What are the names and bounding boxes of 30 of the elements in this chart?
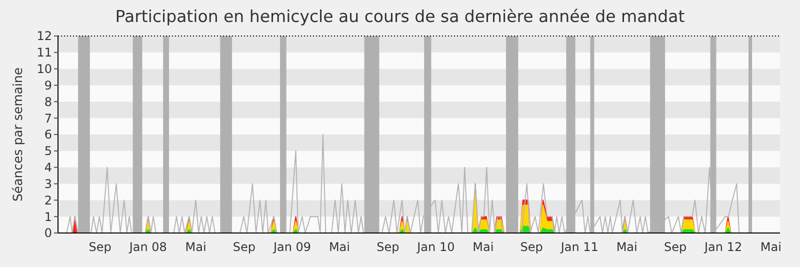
x-tick-label: Mai xyxy=(760,240,782,254)
x-tick-label: Mai xyxy=(328,240,350,254)
x-tick-label: Sep xyxy=(232,240,256,254)
x-tick-label: Jan 12 xyxy=(704,240,742,254)
y-tick-label: 11 xyxy=(36,46,52,60)
x-tick-label: Jan 10 xyxy=(416,240,455,254)
x-tick-label: Sep xyxy=(88,240,112,254)
y-tick-label: 12 xyxy=(36,29,52,44)
x-tick-label: Jan 11 xyxy=(560,240,598,254)
y-tick-label: 3 xyxy=(44,176,52,191)
chart-title: Participation en hemicycle au cours de sa dernière année de mandat xyxy=(115,7,686,26)
y-tick-label: 10 xyxy=(36,62,52,76)
x-tick-label: Jan 08 xyxy=(128,240,167,254)
y-tick-label: 1 xyxy=(44,210,52,224)
y-tick-label: 4 xyxy=(44,160,52,175)
y-tick-label: 2 xyxy=(44,193,52,208)
y-tick-label: 6 xyxy=(44,128,52,142)
x-tick-label: Mai xyxy=(472,240,494,254)
y-tick-label: 8 xyxy=(44,94,52,109)
y-axis-title: Séances par semaine xyxy=(10,67,25,202)
x-tick-label: Sep xyxy=(376,240,400,254)
x-tick-label: Jan 09 xyxy=(272,240,312,254)
y-tick-label: 7 xyxy=(44,111,52,126)
x-tick-label: Sep xyxy=(664,240,687,254)
x-tick-label: Sep xyxy=(520,240,543,254)
x-tick-label: Mai xyxy=(185,240,206,254)
y-tick-label: 9 xyxy=(44,78,52,92)
y-tick-label: 0 xyxy=(44,226,52,240)
y-tick-label: 5 xyxy=(44,144,52,158)
x-tick-label: Mai xyxy=(616,240,638,254)
